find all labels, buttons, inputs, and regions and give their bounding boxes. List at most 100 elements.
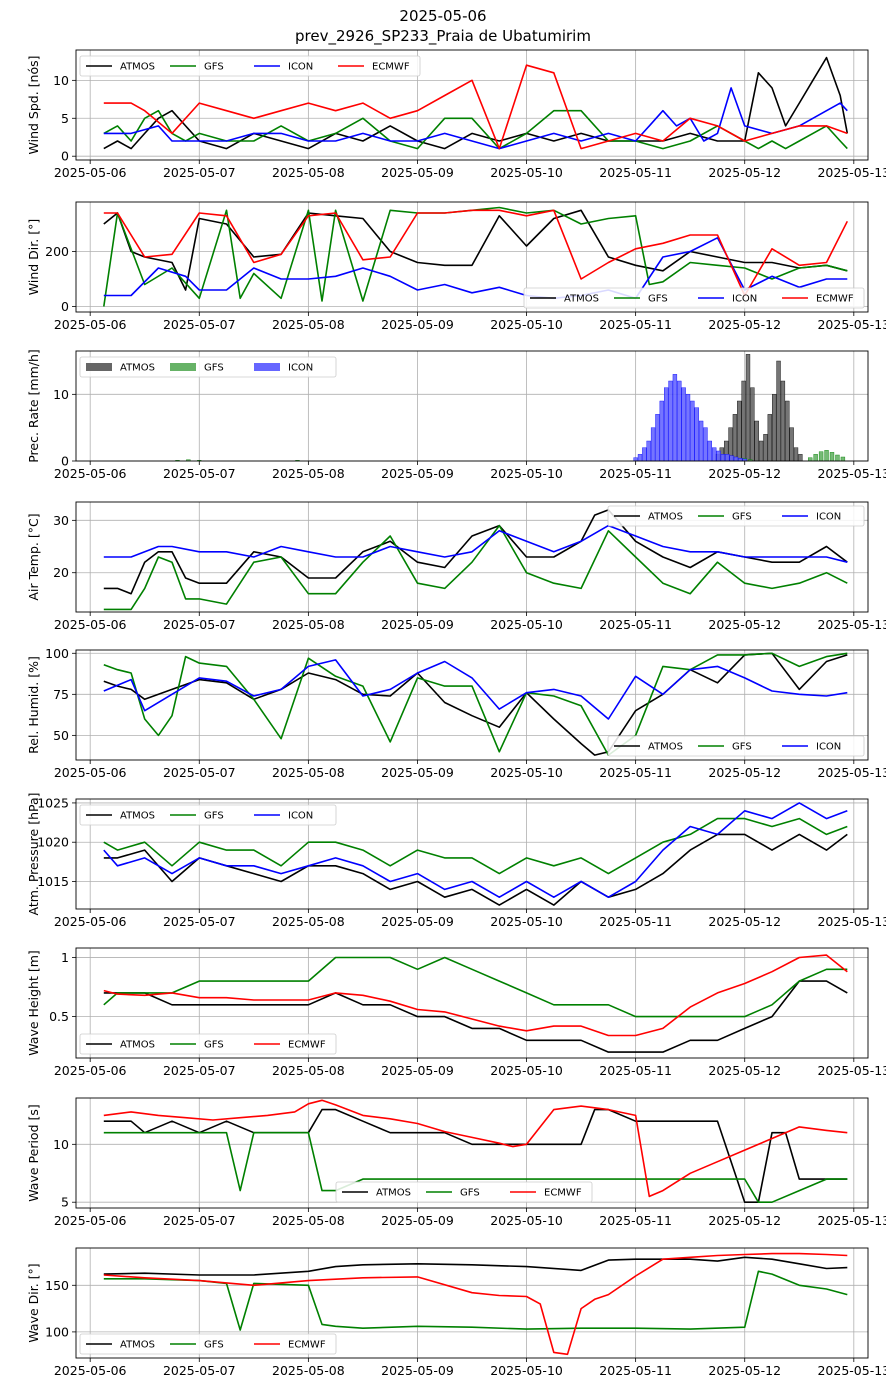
legend-label-atmos: ATMOS	[120, 363, 155, 374]
axes-frame	[75, 1247, 869, 1359]
x-tick-label: 2025-05-09	[381, 1063, 454, 1078]
panel-7: 2025-05-06 2025-05-07 2025-05-08 2025-05-09…	[26, 947, 886, 1078]
bar-gfs	[813, 454, 818, 461]
bar-gfs	[824, 450, 829, 461]
x-tick-label: 2025-05-07	[163, 765, 236, 780]
bar-icon	[690, 400, 695, 461]
plot-area	[103, 954, 848, 1053]
y-axis-label: Wind Dir. [°]	[26, 219, 41, 295]
y-tick-label: 0.5	[49, 1009, 69, 1024]
legend: ATMOS GFS ICON ECMWF	[79, 55, 421, 77]
x-tick-label: 2025-05-10	[490, 1213, 563, 1228]
x-tick-label: 2025-05-09	[381, 165, 454, 180]
bar-atmos	[780, 380, 786, 461]
legend-label-icon: ICON	[288, 363, 313, 374]
series-line-gfs	[103, 1131, 848, 1203]
legend-label-atmos: ATMOS	[376, 1188, 411, 1199]
x-tick-label: 2025-05-07	[163, 914, 236, 929]
y-axis-label: Wave Period [s]	[26, 1104, 41, 1202]
legend-label-atmos: ATMOS	[648, 512, 683, 523]
x-tick-label: 2025-05-10	[490, 1363, 563, 1378]
panel-8: 2025-05-06 2025-05-07 2025-05-08 2025-05-09…	[26, 1097, 886, 1228]
bar-gfs	[829, 452, 835, 461]
axes-frame	[75, 49, 869, 161]
legend-label-ecmwf: ECMWF	[288, 1040, 326, 1051]
x-tick-label: 2025-05-10	[490, 466, 563, 481]
y-axis-label: Wave Dir. [°]	[26, 1263, 41, 1342]
series-line-atmos	[103, 56, 849, 150]
bar-gfs	[808, 457, 813, 461]
legend-label-atmos: ATMOS	[120, 811, 155, 822]
x-tick-label: 2025-05-13	[817, 466, 886, 481]
legend-label-gfs: GFS	[648, 294, 668, 305]
legend: ATMOS GFS ICON	[607, 505, 865, 527]
x-tick-label: 2025-05-11	[599, 1063, 672, 1078]
series-line-icon	[103, 659, 848, 720]
legend-label-gfs: GFS	[732, 512, 752, 523]
x-tick-label: 2025-05-06	[54, 1063, 127, 1078]
plot-area	[103, 56, 849, 150]
bar-icon	[646, 440, 651, 461]
x-tick-label: 2025-05-06	[54, 1363, 127, 1378]
legend-label-ecmwf: ECMWF	[372, 62, 410, 73]
axes-frame	[75, 947, 869, 1059]
legend-swatch-gfs	[170, 363, 196, 371]
bar-icon	[655, 414, 660, 461]
legend-label-atmos: ATMOS	[120, 1340, 155, 1351]
bar-icon	[707, 440, 712, 461]
x-tick-label: 2025-05-11	[599, 1213, 672, 1228]
plot-area	[103, 1252, 848, 1356]
bar-atmos	[741, 380, 746, 461]
bar-atmos	[724, 440, 729, 461]
x-tick-label: 2025-05-13	[817, 317, 886, 332]
x-tick-label: 2025-05-06	[54, 317, 127, 332]
plot-area	[103, 652, 848, 756]
x-tick-label: 2025-05-09	[381, 617, 454, 632]
legend-label-atmos: ATMOS	[120, 62, 155, 73]
y-tick-label: 1015	[37, 874, 69, 889]
x-tick-label: 2025-05-09	[381, 1213, 454, 1228]
x-tick-label: 2025-05-12	[708, 1063, 781, 1078]
legend-label-atmos: ATMOS	[120, 1040, 155, 1051]
legend-label-atmos: ATMOS	[648, 742, 683, 753]
bar-atmos	[758, 440, 764, 461]
x-tick-label: 2025-05-12	[708, 165, 781, 180]
bar-icon	[729, 455, 734, 461]
series-line-icon	[103, 524, 848, 563]
y-tick-label: 0	[61, 454, 69, 469]
x-tick-label: 2025-05-12	[708, 317, 781, 332]
bar-icon	[659, 400, 664, 461]
x-tick-label: 2025-05-13	[817, 617, 886, 632]
bar-gfs	[818, 451, 824, 461]
x-tick-label: 2025-05-10	[490, 1063, 563, 1078]
x-tick-label: 2025-05-07	[163, 165, 236, 180]
legend-label-gfs: GFS	[204, 1340, 224, 1351]
series-line-ecmwf	[103, 954, 848, 1037]
y-tick-label: 1025	[37, 795, 69, 810]
legend: ATMOS GFS ECMWF	[79, 1333, 337, 1355]
y-axis-label: Prec. Rate [mm/h]	[26, 349, 41, 463]
bar-icon	[681, 387, 686, 461]
legend-box	[79, 804, 337, 826]
axes-frame	[75, 798, 869, 910]
x-tick-label: 2025-05-13	[817, 1063, 886, 1078]
legend-label-ecmwf: ECMWF	[816, 294, 854, 305]
bar-icon	[685, 394, 691, 461]
x-tick-label: 2025-05-08	[272, 317, 345, 332]
legend: ATMOS GFS ICON	[79, 804, 337, 826]
x-tick-label: 2025-05-11	[599, 914, 672, 929]
x-tick-label: 2025-05-11	[599, 466, 672, 481]
x-tick-label: 2025-05-11	[599, 617, 672, 632]
x-tick-label: 2025-05-09	[381, 914, 454, 929]
legend: ATMOS GFS ICON ECMWF	[523, 287, 865, 309]
x-tick-label: 2025-05-08	[272, 1063, 345, 1078]
legend-box	[607, 505, 865, 527]
plot-area	[175, 354, 846, 461]
y-tick-label: 50	[53, 728, 69, 743]
y-axis-label: Air Temp. [°C]	[26, 513, 41, 600]
bar-icon	[712, 447, 717, 461]
bar-icon	[703, 427, 708, 461]
y-tick-label: 100	[45, 646, 69, 661]
series-line-atmos	[103, 652, 848, 756]
series-line-atmos	[103, 209, 848, 291]
